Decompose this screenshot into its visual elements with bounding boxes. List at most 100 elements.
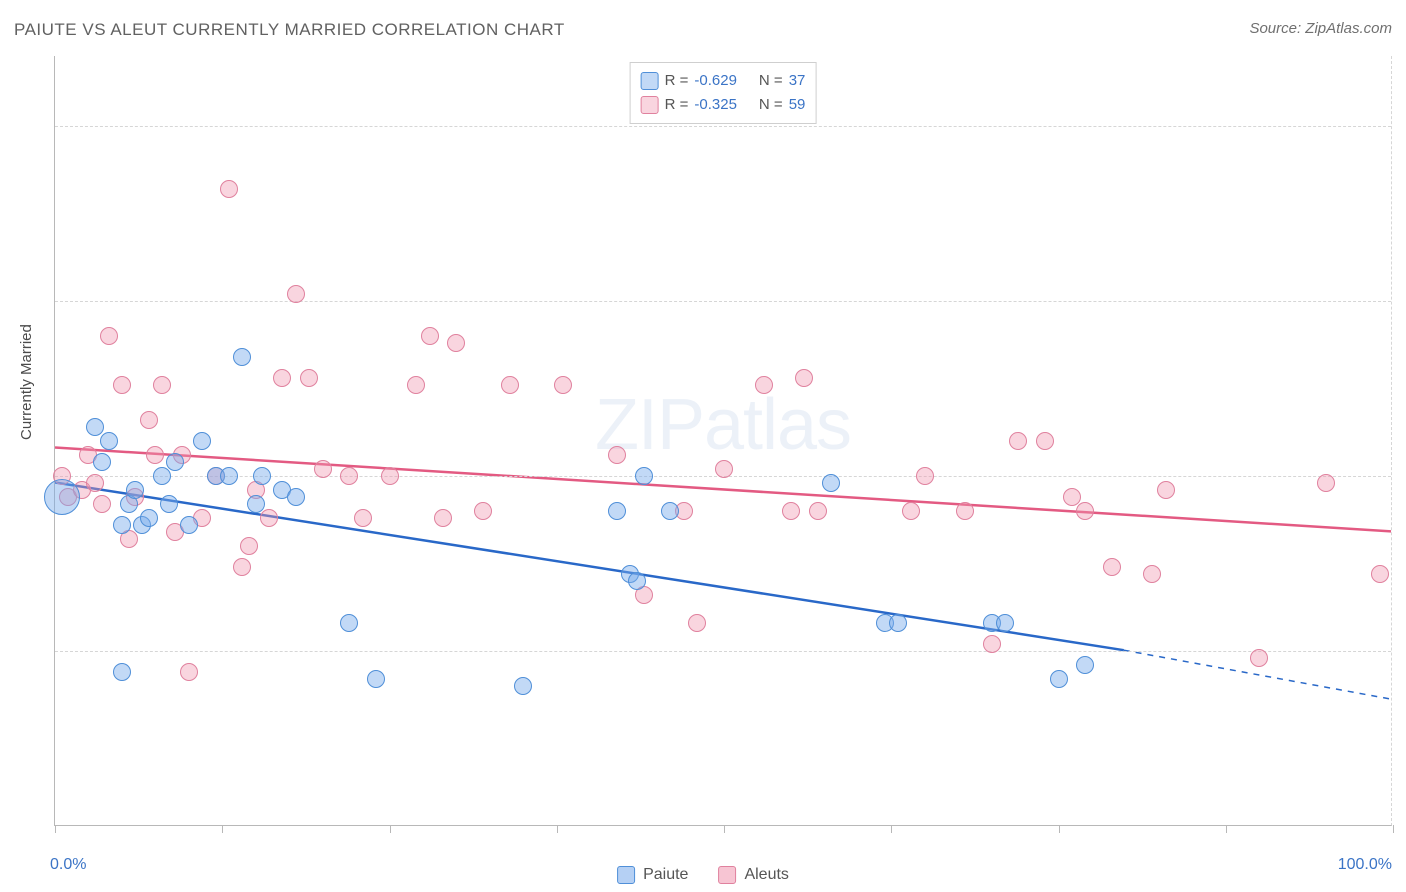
scatter-point-aleuts	[300, 369, 318, 387]
scatter-point-paiute	[140, 509, 158, 527]
r-value-aleuts: -0.325	[694, 93, 737, 117]
legend-swatch-paiute	[617, 866, 635, 884]
legend-item-paiute: Paiute	[617, 866, 688, 884]
scatter-point-paiute	[86, 418, 104, 436]
y-tick-label: 50.0%	[1401, 467, 1406, 485]
r-value-paiute: -0.629	[694, 69, 737, 93]
scatter-point-aleuts	[233, 558, 251, 576]
scatter-point-aleuts	[340, 467, 358, 485]
scatter-point-aleuts	[153, 376, 171, 394]
scatter-point-aleuts	[421, 327, 439, 345]
scatter-point-aleuts	[113, 376, 131, 394]
r-label: R =	[665, 93, 689, 117]
scatter-point-paiute	[822, 474, 840, 492]
scatter-point-paiute	[193, 432, 211, 450]
scatter-point-aleuts	[1371, 565, 1389, 583]
r-label: R =	[665, 69, 689, 93]
x-tick	[222, 825, 223, 833]
legend-label-paiute: Paiute	[643, 866, 688, 884]
scatter-point-aleuts	[273, 369, 291, 387]
scatter-point-aleuts	[1036, 432, 1054, 450]
scatter-point-paiute	[635, 467, 653, 485]
scatter-point-paiute	[1076, 656, 1094, 674]
scatter-point-paiute	[661, 502, 679, 520]
correlation-legend: R = -0.629 N = 37 R = -0.325 N = 59	[630, 62, 817, 124]
x-tick	[1226, 825, 1227, 833]
x-tick	[891, 825, 892, 833]
scatter-point-aleuts	[916, 467, 934, 485]
scatter-point-aleuts	[287, 285, 305, 303]
scatter-point-aleuts	[354, 509, 372, 527]
scatter-point-aleuts	[902, 502, 920, 520]
scatter-point-paiute	[113, 516, 131, 534]
x-tick	[724, 825, 725, 833]
scatter-point-aleuts	[755, 376, 773, 394]
scatter-point-aleuts	[100, 327, 118, 345]
plot-area: ZIPatlas R = -0.629 N = 37 R = -0.325 N …	[54, 56, 1392, 826]
scatter-point-aleuts	[782, 502, 800, 520]
scatter-point-aleuts	[381, 467, 399, 485]
legend-item-aleuts: Aleuts	[718, 866, 788, 884]
scatter-point-aleuts	[180, 663, 198, 681]
scatter-point-aleuts	[260, 509, 278, 527]
scatter-point-paiute	[367, 670, 385, 688]
scatter-point-paiute	[608, 502, 626, 520]
x-tick	[390, 825, 391, 833]
scatter-point-paiute	[126, 481, 144, 499]
scatter-point-aleuts	[1103, 558, 1121, 576]
watermark: ZIPatlas	[595, 384, 851, 466]
n-value-paiute: 37	[789, 69, 806, 93]
scatter-point-paiute	[100, 432, 118, 450]
scatter-point-paiute	[220, 467, 238, 485]
scatter-point-paiute	[514, 677, 532, 695]
gridline	[55, 126, 1391, 127]
scatter-point-aleuts	[86, 474, 104, 492]
scatter-point-aleuts	[1157, 481, 1175, 499]
scatter-point-aleuts	[240, 537, 258, 555]
correlation-row-aleuts: R = -0.325 N = 59	[641, 93, 806, 117]
scatter-point-aleuts	[688, 614, 706, 632]
n-label: N =	[759, 93, 783, 117]
n-value-aleuts: 59	[789, 93, 806, 117]
legend-label-aleuts: Aleuts	[744, 866, 788, 884]
scatter-point-aleuts	[1250, 649, 1268, 667]
x-axis-min-label: 0.0%	[50, 856, 86, 874]
x-axis-max-label: 100.0%	[1338, 856, 1392, 874]
scatter-point-paiute	[253, 467, 271, 485]
scatter-point-paiute	[996, 614, 1014, 632]
scatter-point-aleuts	[474, 502, 492, 520]
swatch-aleuts	[641, 96, 659, 114]
scatter-point-paiute	[166, 453, 184, 471]
scatter-point-aleuts	[434, 509, 452, 527]
scatter-point-aleuts	[146, 446, 164, 464]
scatter-point-aleuts	[809, 502, 827, 520]
x-tick	[1059, 825, 1060, 833]
scatter-point-paiute	[247, 495, 265, 513]
scatter-point-paiute	[233, 348, 251, 366]
scatter-point-aleuts	[314, 460, 332, 478]
source-label: Source: ZipAtlas.com	[1249, 20, 1392, 37]
n-label: N =	[759, 69, 783, 93]
scatter-point-aleuts	[93, 495, 111, 513]
trend-lines-layer	[55, 56, 1391, 825]
chart-container: PAIUTE VS ALEUT CURRENTLY MARRIED CORREL…	[0, 0, 1406, 892]
legend-swatch-aleuts	[718, 866, 736, 884]
scatter-point-aleuts	[795, 369, 813, 387]
correlation-row-paiute: R = -0.629 N = 37	[641, 69, 806, 93]
scatter-point-paiute	[93, 453, 111, 471]
gridline	[55, 651, 1391, 652]
scatter-point-paiute	[113, 663, 131, 681]
scatter-point-paiute	[340, 614, 358, 632]
x-tick	[557, 825, 558, 833]
scatter-point-aleuts	[501, 376, 519, 394]
scatter-point-aleuts	[715, 460, 733, 478]
scatter-point-aleuts	[220, 180, 238, 198]
scatter-point-paiute	[44, 479, 80, 515]
chart-title: PAIUTE VS ALEUT CURRENTLY MARRIED CORREL…	[14, 20, 565, 40]
scatter-point-paiute	[1050, 670, 1068, 688]
y-tick-label: 100.0%	[1401, 117, 1406, 135]
x-tick	[1393, 825, 1394, 833]
scatter-point-aleuts	[554, 376, 572, 394]
scatter-point-aleuts	[1063, 488, 1081, 506]
scatter-point-paiute	[153, 467, 171, 485]
